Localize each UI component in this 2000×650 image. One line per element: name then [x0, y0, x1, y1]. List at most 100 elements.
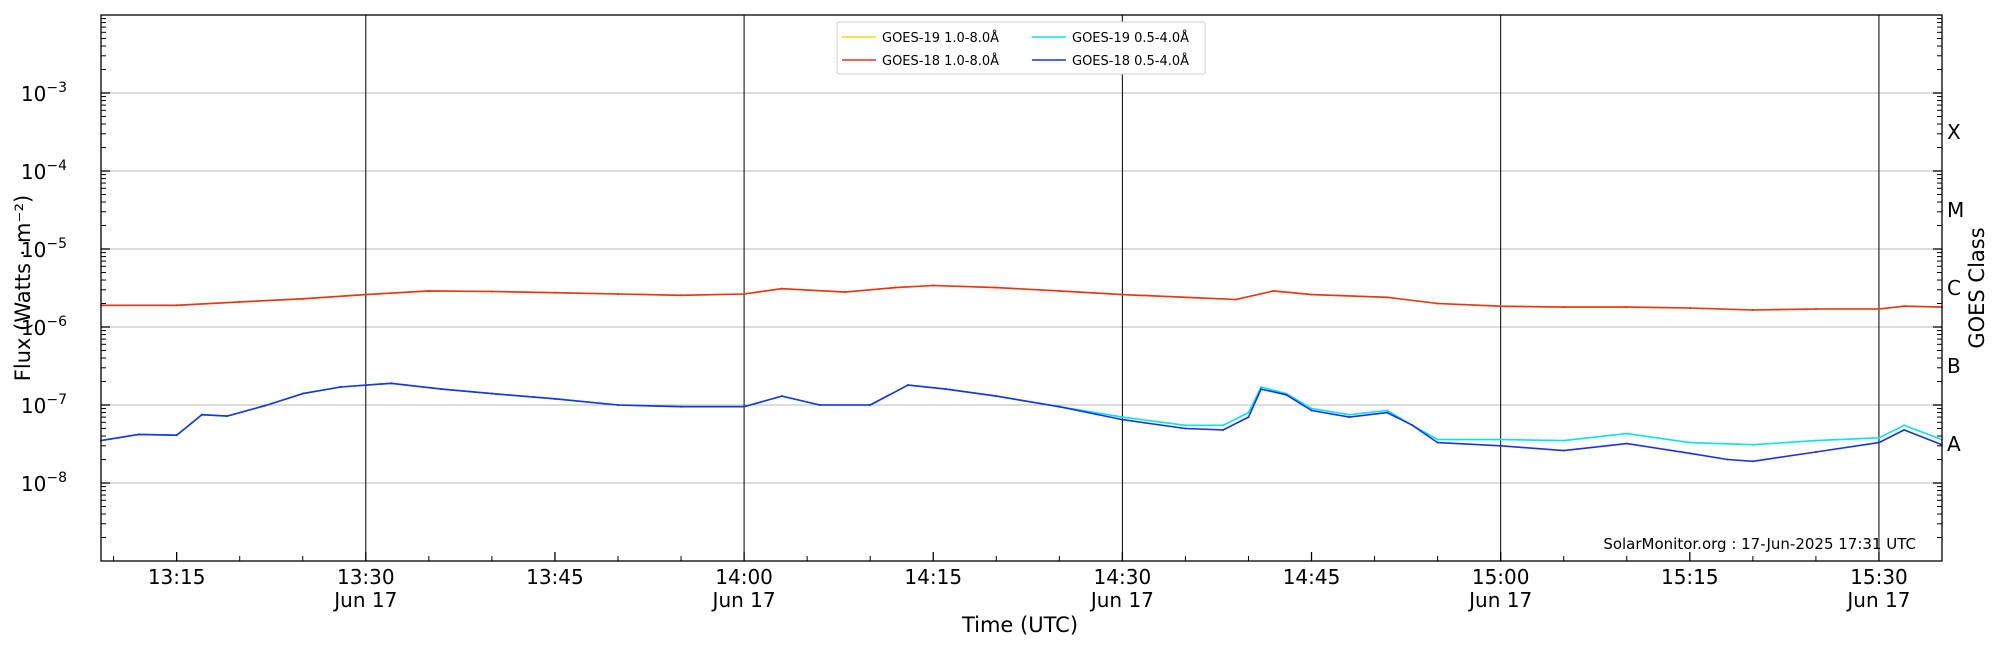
x-tick-date: Jun 17: [711, 588, 776, 612]
data-point: [743, 405, 746, 408]
data-point: [364, 293, 367, 296]
x-tick-date: Jun 17: [1845, 588, 1910, 612]
y-tick-mantissa: 10: [21, 82, 46, 106]
data-point: [1310, 409, 1313, 412]
data-point: [1877, 308, 1880, 311]
x-tick-label: 13:15: [148, 565, 206, 589]
data-point: [1625, 306, 1628, 309]
data-point: [1222, 428, 1225, 431]
data-point: [1285, 393, 1288, 396]
data-point: [907, 384, 910, 387]
y-tick-exponent: −7: [46, 392, 67, 408]
data-point: [1751, 460, 1754, 463]
data-point: [137, 433, 140, 436]
data-point: [301, 392, 304, 395]
y-tick-label: 10−4: [21, 158, 67, 184]
data-point: [818, 404, 821, 406]
data-point: [175, 304, 178, 307]
data-point: [1247, 416, 1250, 419]
data-point: [1751, 443, 1754, 446]
data-point: [1184, 296, 1187, 299]
y2-axis-title: GOES Class: [1965, 227, 1989, 348]
credit-text: SolarMonitor.org : 17-Jun-2025 17:31 UTC: [1603, 535, 1916, 553]
y-tick-exponent: −3: [46, 80, 67, 96]
data-point: [1260, 388, 1263, 391]
data-point: [1058, 405, 1061, 408]
data-point: [1348, 413, 1351, 416]
data-point: [1386, 296, 1389, 299]
vertical-marker-lines: [365, 15, 1880, 561]
data-point: [894, 286, 897, 289]
legend: GOES-19 1.0-8.0Å GOES-18 1.0-8.0Å GOES-19 …: [836, 21, 1206, 75]
data-point: [1562, 439, 1565, 442]
y-tick-mantissa: 10: [21, 238, 46, 262]
data-point: [1625, 432, 1628, 435]
data-point: [1877, 436, 1880, 439]
x-axis-title: Time (UTC): [961, 613, 1078, 637]
data-point: [1184, 424, 1187, 427]
data-point: [1260, 386, 1263, 389]
data-point: [1436, 302, 1439, 305]
data-point: [1877, 441, 1880, 444]
data-point: [1726, 458, 1729, 461]
goes-class-label: B: [1947, 354, 1961, 378]
y-tick-exponent: −8: [46, 470, 67, 486]
data-point: [1234, 298, 1237, 301]
data-point: [1903, 428, 1906, 431]
data-point: [1688, 441, 1691, 444]
goes-class-label: A: [1947, 432, 1961, 456]
data-point: [680, 294, 683, 297]
data-point: [743, 292, 746, 295]
goes-class-labels: X M C B A: [1947, 120, 1964, 456]
data-point: [238, 300, 241, 303]
y-tick-mantissa: 10: [21, 160, 46, 184]
y-tick-exponent: −6: [46, 314, 67, 330]
y-tick-label: 10−3: [21, 80, 67, 106]
data-point: [1903, 424, 1906, 427]
x-tick-label: 15:30: [1850, 565, 1908, 589]
grid-layer: [101, 92, 1942, 484]
y-axis-title: Flux (Watts · m⁻²): [11, 195, 35, 381]
data-point: [1247, 411, 1250, 414]
data-point: [553, 397, 556, 400]
data-point: [1499, 444, 1502, 447]
data-point: [1272, 289, 1275, 292]
data-point: [1688, 307, 1691, 310]
legend-label: GOES-18 0.5-4.0Å: [1072, 53, 1189, 69]
data-point: [440, 388, 443, 391]
data-point: [553, 291, 556, 294]
data-point: [200, 413, 203, 416]
data-point: [616, 404, 619, 406]
x-tick-label: 14:45: [1283, 565, 1341, 589]
y-tick-mantissa: 10: [21, 472, 46, 496]
data-point: [490, 290, 493, 293]
data-point: [1562, 306, 1565, 309]
goes-class-label: M: [1947, 198, 1964, 222]
data-point: [1751, 309, 1754, 312]
data-point: [1903, 305, 1906, 308]
data-point: [1184, 427, 1187, 430]
y-tick-mantissa: 10: [21, 316, 46, 340]
data-point: [869, 404, 872, 406]
plot-frame: [100, 14, 1943, 562]
goes-class-label: C: [1947, 276, 1961, 300]
x-tick-label: 15:15: [1661, 565, 1719, 589]
data-point: [944, 388, 947, 391]
data-point: [263, 404, 266, 407]
data-point: [1499, 438, 1502, 441]
data-point: [843, 291, 846, 294]
data-point: [1222, 424, 1225, 427]
x-tick-date: Jun 17: [1467, 588, 1532, 612]
data-point: [1058, 289, 1061, 292]
y-tick-label: 10−8: [21, 470, 67, 496]
series-line: [100, 382, 1943, 446]
data-point: [1386, 411, 1389, 414]
x-tick-date: Jun 17: [332, 588, 397, 612]
data-point: [390, 382, 393, 385]
y-tick-exponent: −4: [46, 158, 67, 174]
data-point: [175, 434, 178, 437]
y-tick-mantissa: 10: [21, 394, 46, 418]
legend-box: [836, 21, 1206, 75]
